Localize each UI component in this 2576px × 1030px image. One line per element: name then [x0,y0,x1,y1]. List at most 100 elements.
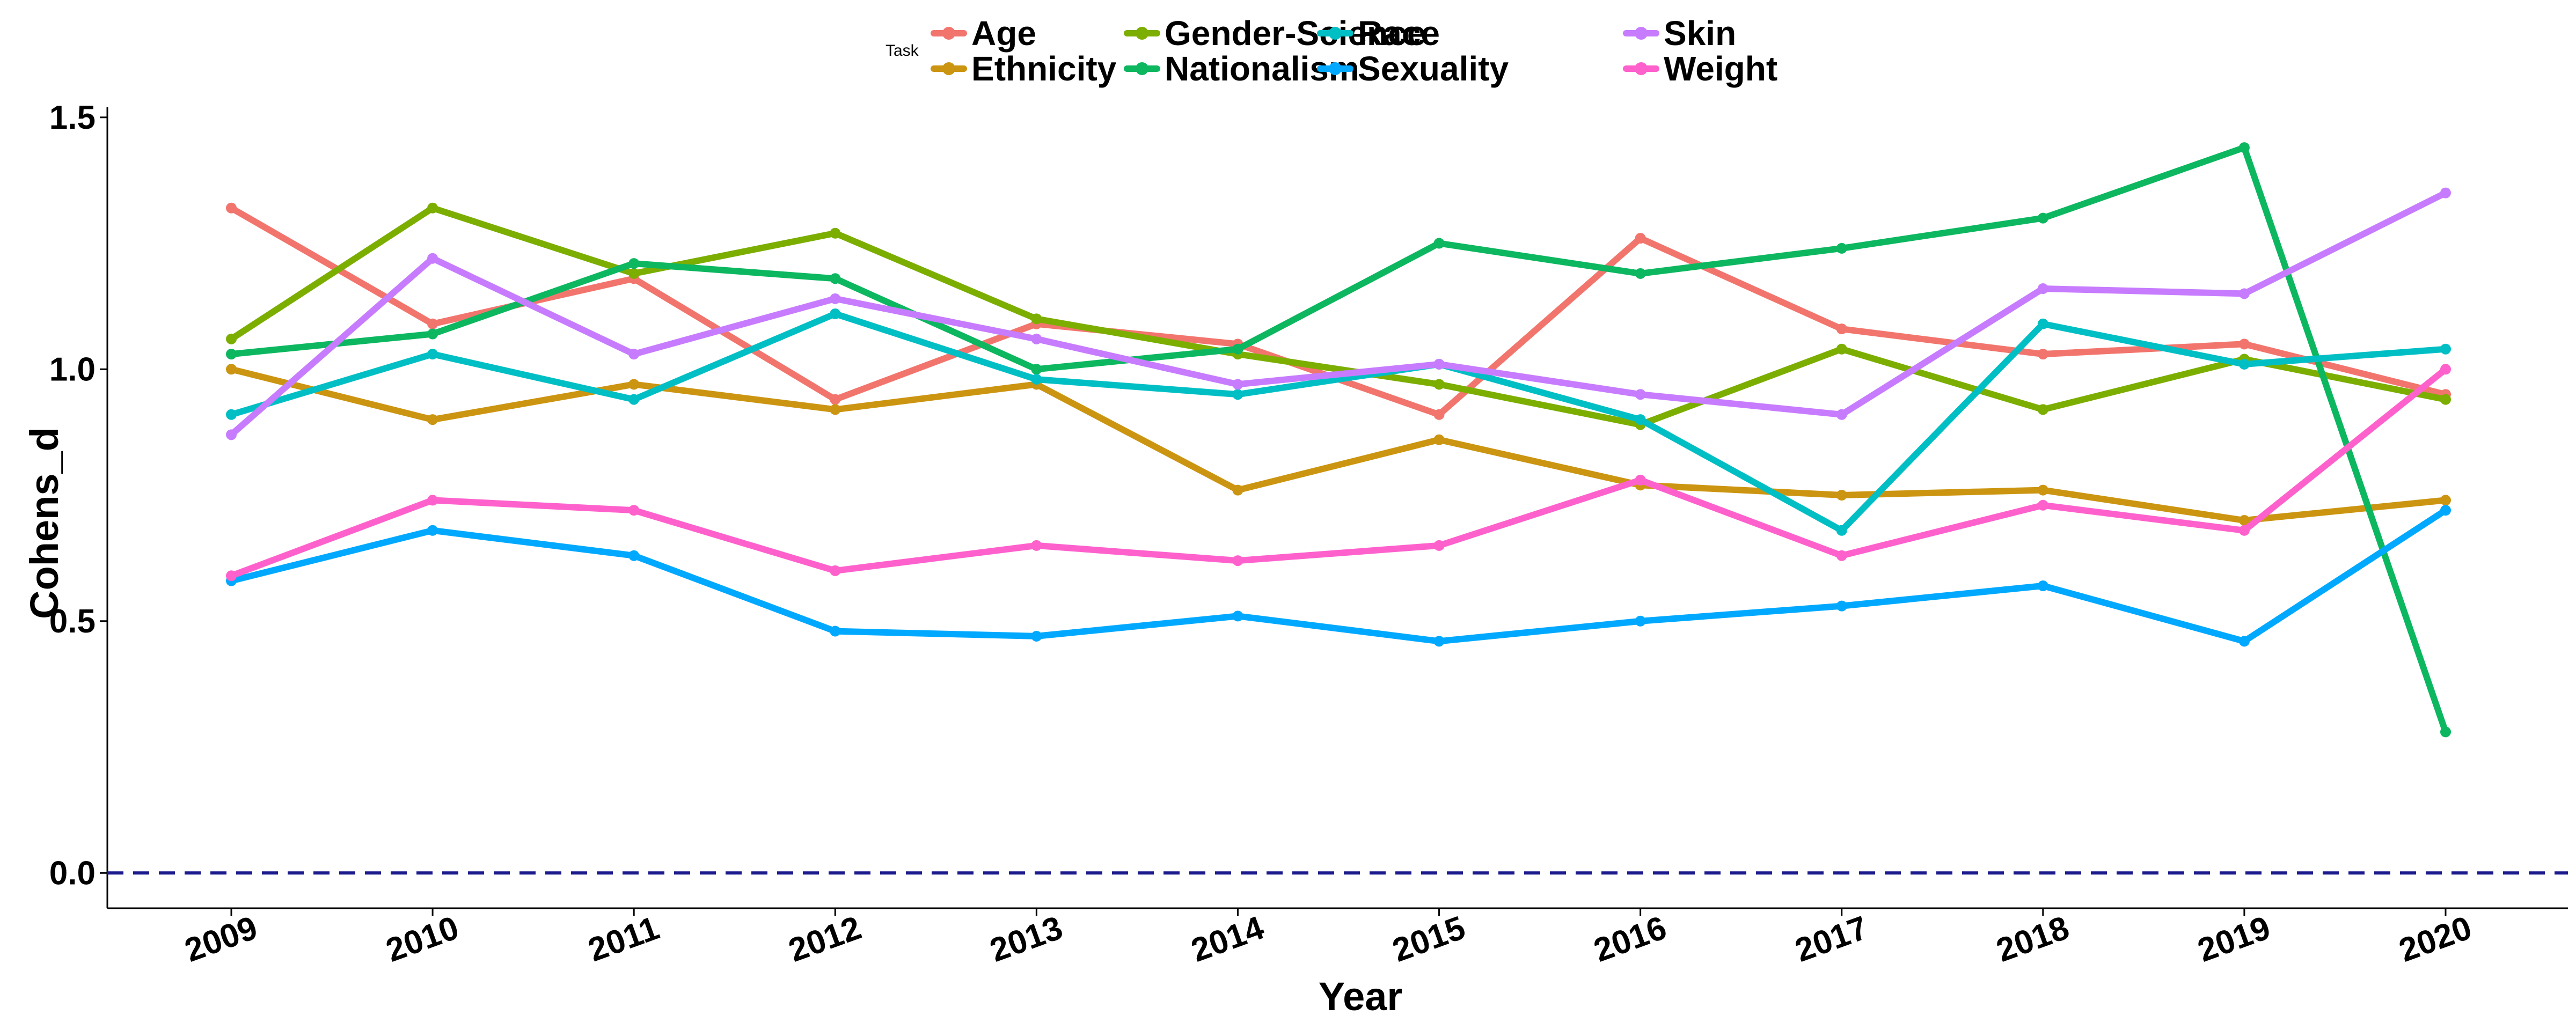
series-line-nationalism [228,144,2449,735]
data-point-ethnicity [1232,484,1243,496]
x-tick-label: 2013 [985,909,1067,969]
data-point-nationalism [2238,142,2250,153]
x-tick-label: 2010 [381,909,463,969]
data-point-sexuality [1031,630,1042,642]
x-tick-label: 2016 [1589,909,1671,969]
data-point-race [2037,318,2048,329]
data-point-age [2238,339,2250,350]
legend-key-point-race [1329,27,1342,40]
legend: Task AgeEthnicityGender-ScienceNationali… [885,14,1777,88]
data-point-ethnicity [226,364,237,375]
data-point-weight [1635,474,1646,485]
y-tick-label: 1.0 [49,351,96,388]
series-line-skin [228,189,2449,438]
data-point-weight [427,495,438,506]
data-point-race [1635,414,1646,425]
x-tick-label: 2020 [2394,909,2476,969]
data-point-sexuality [1635,615,1646,627]
series-line-race [228,311,2449,534]
data-point-sexuality [830,626,841,637]
x-axis-title: Year [1319,974,1402,1019]
data-point-age [1433,409,1445,420]
data-point-nationalism [1836,242,1847,254]
data-point-nationalism [1433,238,1445,249]
data-point-race [1836,525,1847,536]
data-point-weight [1433,540,1445,551]
data-point-skin [1031,333,1042,344]
data-point-sexuality [2440,505,2451,516]
data-point-age [1836,323,1847,335]
data-point-weight [830,565,841,576]
legend-title: Task [885,42,919,60]
data-point-gender-science [226,333,237,344]
legend-label-skin: Skin [1664,14,1736,53]
data-point-weight [1836,550,1847,561]
x-tick-label: 2015 [1388,909,1470,969]
data-point-gender-science [1433,379,1445,390]
data-point-sexuality [628,550,640,561]
data-point-skin [830,293,841,304]
legend-key-point-age [942,27,955,40]
data-point-gender-science [2037,404,2048,415]
data-point-race [226,409,237,420]
y-tick-label: 1.5 [49,99,96,136]
x-tick-label: 2012 [784,909,866,969]
data-point-skin [2238,288,2250,299]
x-tick-label: 2014 [1187,909,1269,969]
data-point-sexuality [427,525,438,536]
data-point-race [2440,343,2451,355]
data-point-age [427,318,438,329]
x-tick-label: 2019 [2193,909,2275,969]
data-point-race [1031,374,1042,385]
data-point-age [226,202,237,214]
data-point-weight [628,505,640,516]
data-point-skin [1635,389,1646,400]
data-point-sexuality [2037,580,2048,592]
data-point-weight [2238,525,2250,536]
legend-key-point-sexuality [1329,62,1342,75]
data-point-weight [1232,555,1243,566]
data-point-sexuality [1836,600,1847,612]
legend-label-age: Age [971,14,1036,53]
data-point-ethnicity [2238,514,2250,526]
legend-key-point-nationalism [1136,62,1148,75]
data-point-age [830,394,841,405]
data-point-age [1635,233,1646,244]
data-point-skin [427,253,438,264]
data-point-ethnicity [2440,495,2451,506]
data-point-nationalism [427,328,438,340]
data-point-nationalism [1232,343,1243,355]
legend-label-gender-science: Gender-Science [1165,14,1426,53]
data-point-skin [1433,358,1445,370]
legend-key-point-weight [1635,62,1648,75]
data-point-weight [1031,540,1042,551]
data-point-ethnicity [1836,490,1847,501]
data-point-ethnicity [830,404,841,415]
y-axis-title: Cohens_d [22,427,67,619]
data-point-weight [2440,364,2451,375]
data-point-skin [2440,187,2451,198]
data-point-age [2037,349,2048,360]
data-point-nationalism [226,349,237,360]
data-point-skin [226,429,237,440]
data-point-ethnicity [628,379,640,390]
x-tick-label: 2009 [180,909,262,969]
data-point-race [427,349,438,360]
legend-label-ethnicity: Ethnicity [971,49,1117,88]
data-point-sexuality [1232,610,1243,622]
y-tick-label: 0.0 [49,855,96,892]
data-point-ethnicity [427,414,438,425]
legend-key-point-ethnicity [942,62,955,75]
data-point-skin [1232,379,1243,390]
data-point-skin [628,349,640,360]
data-point-gender-science [830,227,841,239]
data-point-race [2238,358,2250,370]
data-point-race [830,308,841,319]
data-point-gender-science [2440,394,2451,405]
data-point-race [1232,389,1243,400]
data-point-weight [226,570,237,582]
data-point-nationalism [2440,726,2451,738]
data-point-weight [2037,499,2048,511]
data-point-ethnicity [1433,434,1445,445]
legend-label-weight: Weight [1664,49,1777,88]
